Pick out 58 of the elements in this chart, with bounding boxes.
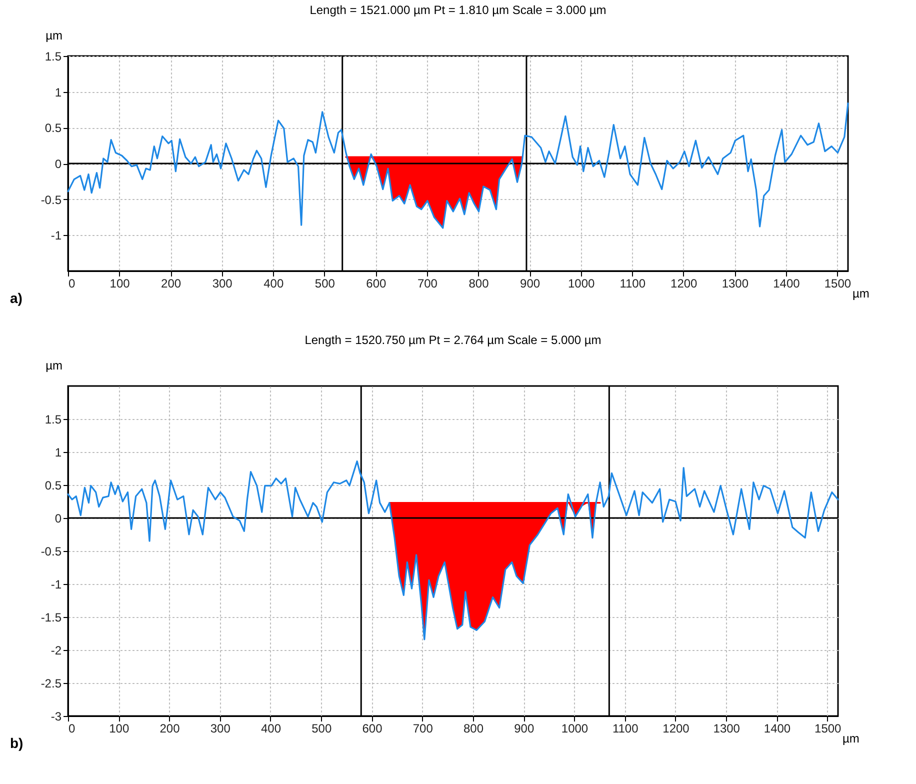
y-tick-label: -2.5	[40, 676, 62, 690]
y-tick-label: 0	[54, 157, 62, 171]
x-tick-label: 1400	[773, 276, 800, 290]
x-tick-label: 400	[260, 722, 282, 736]
x-tick-label: 1500	[824, 276, 852, 290]
x-tick-label: 800	[468, 276, 490, 290]
y-tick-label: -0.5	[40, 192, 62, 207]
y-tick-label: 1.5	[44, 412, 62, 426]
x-tick-label: 1000	[561, 722, 588, 736]
chart-title: Length = 1521.000 µm Pt = 1.810 µm Scale = 3.000 µm	[310, 3, 606, 17]
y-tick-label: 1.5	[44, 50, 62, 64]
y-tick-label: -0.5	[40, 544, 62, 558]
text: a)	[10, 290, 22, 306]
y-tick-label: 1	[54, 446, 62, 460]
y-tick-label: 1	[54, 85, 62, 100]
x-tick-label: 900	[514, 722, 534, 736]
chart-title: Length = 1520.750 µm Pt = 2.764 µm Scale = 5.000 µm	[304, 333, 602, 347]
x-tick-label: 1400	[764, 722, 791, 736]
y-tick-label: -1	[50, 578, 62, 592]
x-tick-label: 700	[417, 276, 438, 290]
x-tick-label: 300	[210, 722, 231, 736]
x-tick-label: 600	[362, 722, 383, 736]
x-tick-label: 800	[463, 722, 484, 736]
x-tick-label: 1200	[662, 722, 690, 736]
x-tick-label: 600	[366, 276, 387, 290]
y-tick-label: 0	[54, 512, 62, 526]
y-axis-title: µm	[46, 28, 62, 42]
text: b)	[10, 735, 24, 751]
x-tick-label: 500	[312, 722, 332, 736]
y-axis-title: µm	[46, 358, 62, 372]
x-tick-label: 100	[109, 722, 130, 736]
y-tick-label: -1.5	[40, 610, 62, 624]
x-tick-label: 200	[160, 722, 180, 736]
x-tick-label: 1100	[620, 276, 646, 290]
y-tick-label: -2	[50, 644, 62, 658]
x-tick-label: 200	[161, 276, 182, 290]
line-series	[67, 102, 849, 229]
y-tick-label: 0.5	[44, 121, 62, 136]
x-axis-title: µm	[852, 286, 870, 300]
x-tick-label: 1100	[612, 722, 639, 736]
x-tick-label: 1200	[670, 276, 698, 290]
x-tick-label: 400	[264, 276, 284, 290]
y-tick-label: -1	[50, 228, 62, 243]
y-tick-label: -3	[50, 710, 62, 724]
x-tick-label: 1300	[713, 722, 740, 736]
x-tick-label: 500	[314, 276, 336, 290]
line-series	[67, 460, 839, 640]
x-tick-label: 1000	[568, 276, 595, 290]
x-tick-label: 300	[212, 276, 233, 290]
x-tick-label: 1300	[722, 276, 749, 290]
x-tick-label: 1500	[814, 722, 842, 736]
x-tick-label: 0	[68, 276, 76, 290]
x-axis-title: µm	[842, 732, 860, 746]
y-tick-label: 0.5	[44, 478, 62, 492]
x-tick-label: 900	[520, 276, 540, 290]
x-tick-label: 100	[110, 276, 130, 290]
x-tick-label: 0	[68, 722, 76, 736]
x-tick-label: 700	[412, 722, 434, 736]
